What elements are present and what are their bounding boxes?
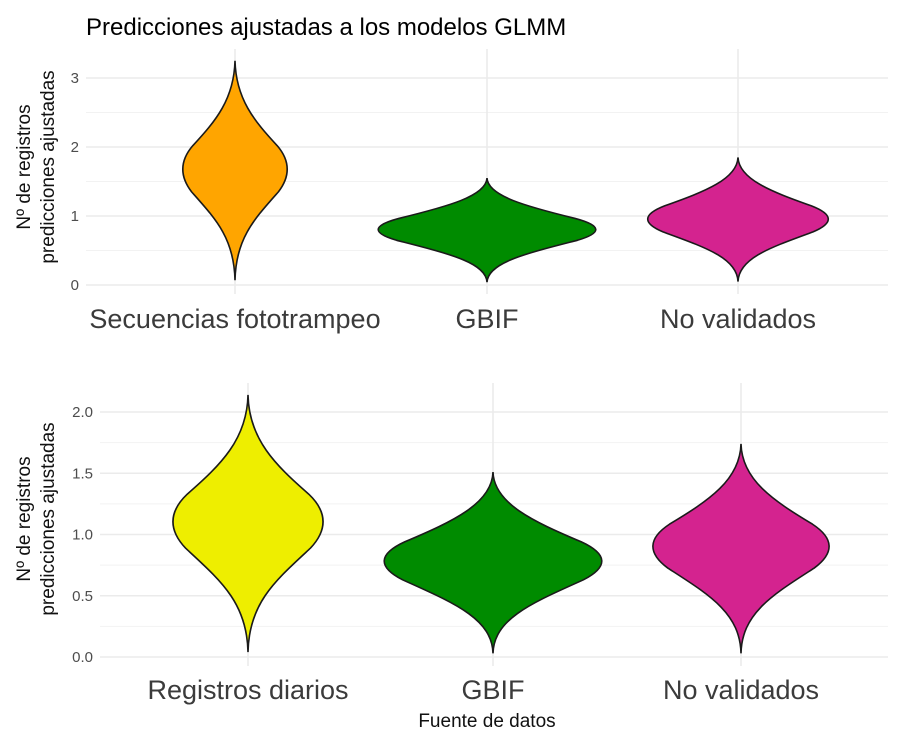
y-tick-label: 2 — [71, 139, 79, 156]
violin-gbif — [383, 471, 603, 654]
y-tick-label: 3 — [71, 70, 79, 87]
x-category-label: Registros diarios — [147, 675, 348, 705]
x-category-label: Secuencias fototrampeo — [89, 304, 380, 334]
y-tick-label: 0.5 — [72, 588, 93, 605]
y-axis-title-line: predicciones ajustadas — [38, 422, 59, 615]
x-category-label: No validados — [663, 675, 819, 705]
x-category-label: GBIF — [455, 304, 518, 334]
plot-title: Predicciones ajustadas a los modelos GLM… — [86, 14, 566, 41]
x-category-label: GBIF — [461, 675, 524, 705]
y-tick-label: 0.0 — [72, 649, 93, 666]
x-category-label: No validados — [660, 304, 816, 334]
x-axis-title: Fuente de datos — [418, 711, 555, 732]
violin-no-validados — [652, 443, 830, 654]
top-violin-panel: 0 1 2 3 Secuencias fototrampeo GBIF No validad… — [14, 49, 888, 334]
y-axis-title-line: predicciones ajustadas — [38, 70, 59, 263]
violin-secuencias-fototrampeo — [181, 60, 289, 281]
bottom-violin-panel: 0.0 0.5 1.0 1.5 2.0 Registros diarios GBIF No v… — [14, 383, 888, 705]
y-tick-label: 1.0 — [72, 527, 93, 544]
violin-registros-diarios — [172, 394, 324, 653]
y-tick-label: 1.5 — [72, 465, 93, 482]
y-tick-label: 2.0 — [72, 404, 93, 421]
y-axis-title-line: Nº de registros — [14, 104, 35, 229]
y-tick-label: 0 — [71, 277, 79, 294]
y-axis-title-line: Nº de registros — [14, 456, 35, 581]
y-tick-label: 1 — [71, 208, 79, 225]
violin-gbif — [377, 177, 597, 283]
violin-no-validados — [646, 157, 830, 282]
